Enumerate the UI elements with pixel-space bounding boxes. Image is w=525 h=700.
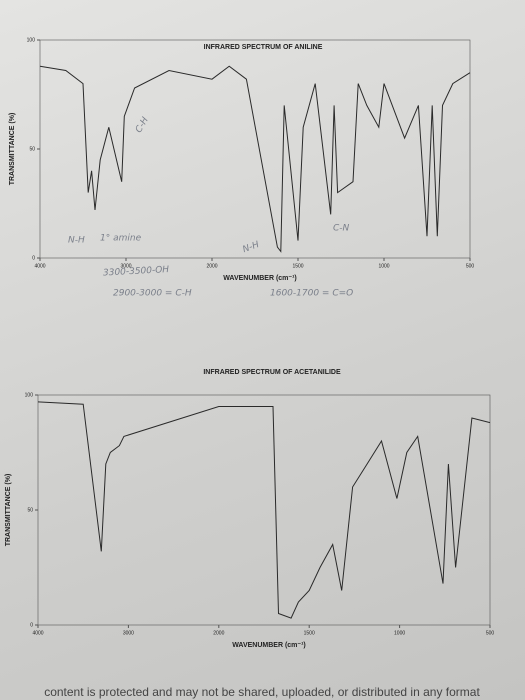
spectrum-line	[37, 401, 491, 619]
y-tick-label: 50	[29, 146, 35, 152]
plot-frame	[37, 394, 491, 626]
x-tick-label: 1000	[394, 630, 405, 636]
x-tick-label: 1000	[378, 263, 389, 269]
y-tick-label: 50	[27, 507, 33, 513]
x-tick-label: 2000	[213, 630, 224, 636]
y-tick-label: 100	[25, 392, 34, 398]
y-tick-label: 100	[27, 37, 36, 43]
chart-title: INFRARED SPECTRUM OF ACETANILIDE	[203, 369, 341, 376]
handwritten-note: C-N	[333, 224, 350, 234]
handwritten-note: N-H	[241, 240, 260, 255]
x-tick-label: 3000	[123, 630, 134, 636]
y-tick-label: 0	[30, 622, 33, 628]
handwritten-note: 3300-3500-OH	[103, 265, 170, 278]
x-tick-label: 1500	[304, 630, 315, 636]
spectrum-line	[39, 65, 471, 253]
handwritten-note: N-H	[68, 236, 85, 246]
handwritten-note: C-H	[134, 115, 151, 134]
plot-frame	[39, 39, 471, 259]
chart-title: INFRARED SPECTRUM OF ANILINE	[204, 44, 323, 51]
handwritten-note: 2900-3000 = C-H	[113, 289, 192, 299]
x-tick-label: 500	[486, 630, 495, 636]
handwritten-note: 1600-1700 = C=O	[270, 289, 353, 299]
handwritten-note: 1° amine	[100, 234, 142, 244]
y-axis-label: TRANSMITTANCE (%)	[5, 474, 12, 547]
x-tick-label: 4000	[32, 630, 43, 636]
x-tick-label: 1500	[292, 263, 303, 269]
x-tick-label: 4000	[34, 263, 45, 269]
x-tick-label: 3000	[120, 263, 131, 269]
y-axis-label: TRANSMITTANCE (%)	[9, 113, 16, 186]
x-axis-label: WAVENUMBER (cm⁻¹)	[232, 642, 306, 649]
x-axis-label: WAVENUMBER (cm⁻¹)	[223, 275, 297, 282]
x-tick-label: 500	[466, 263, 475, 269]
footer: content is protected and may not be shar…	[44, 685, 480, 699]
x-tick-label: 2000	[206, 263, 217, 269]
y-tick-label: 0	[32, 255, 35, 261]
